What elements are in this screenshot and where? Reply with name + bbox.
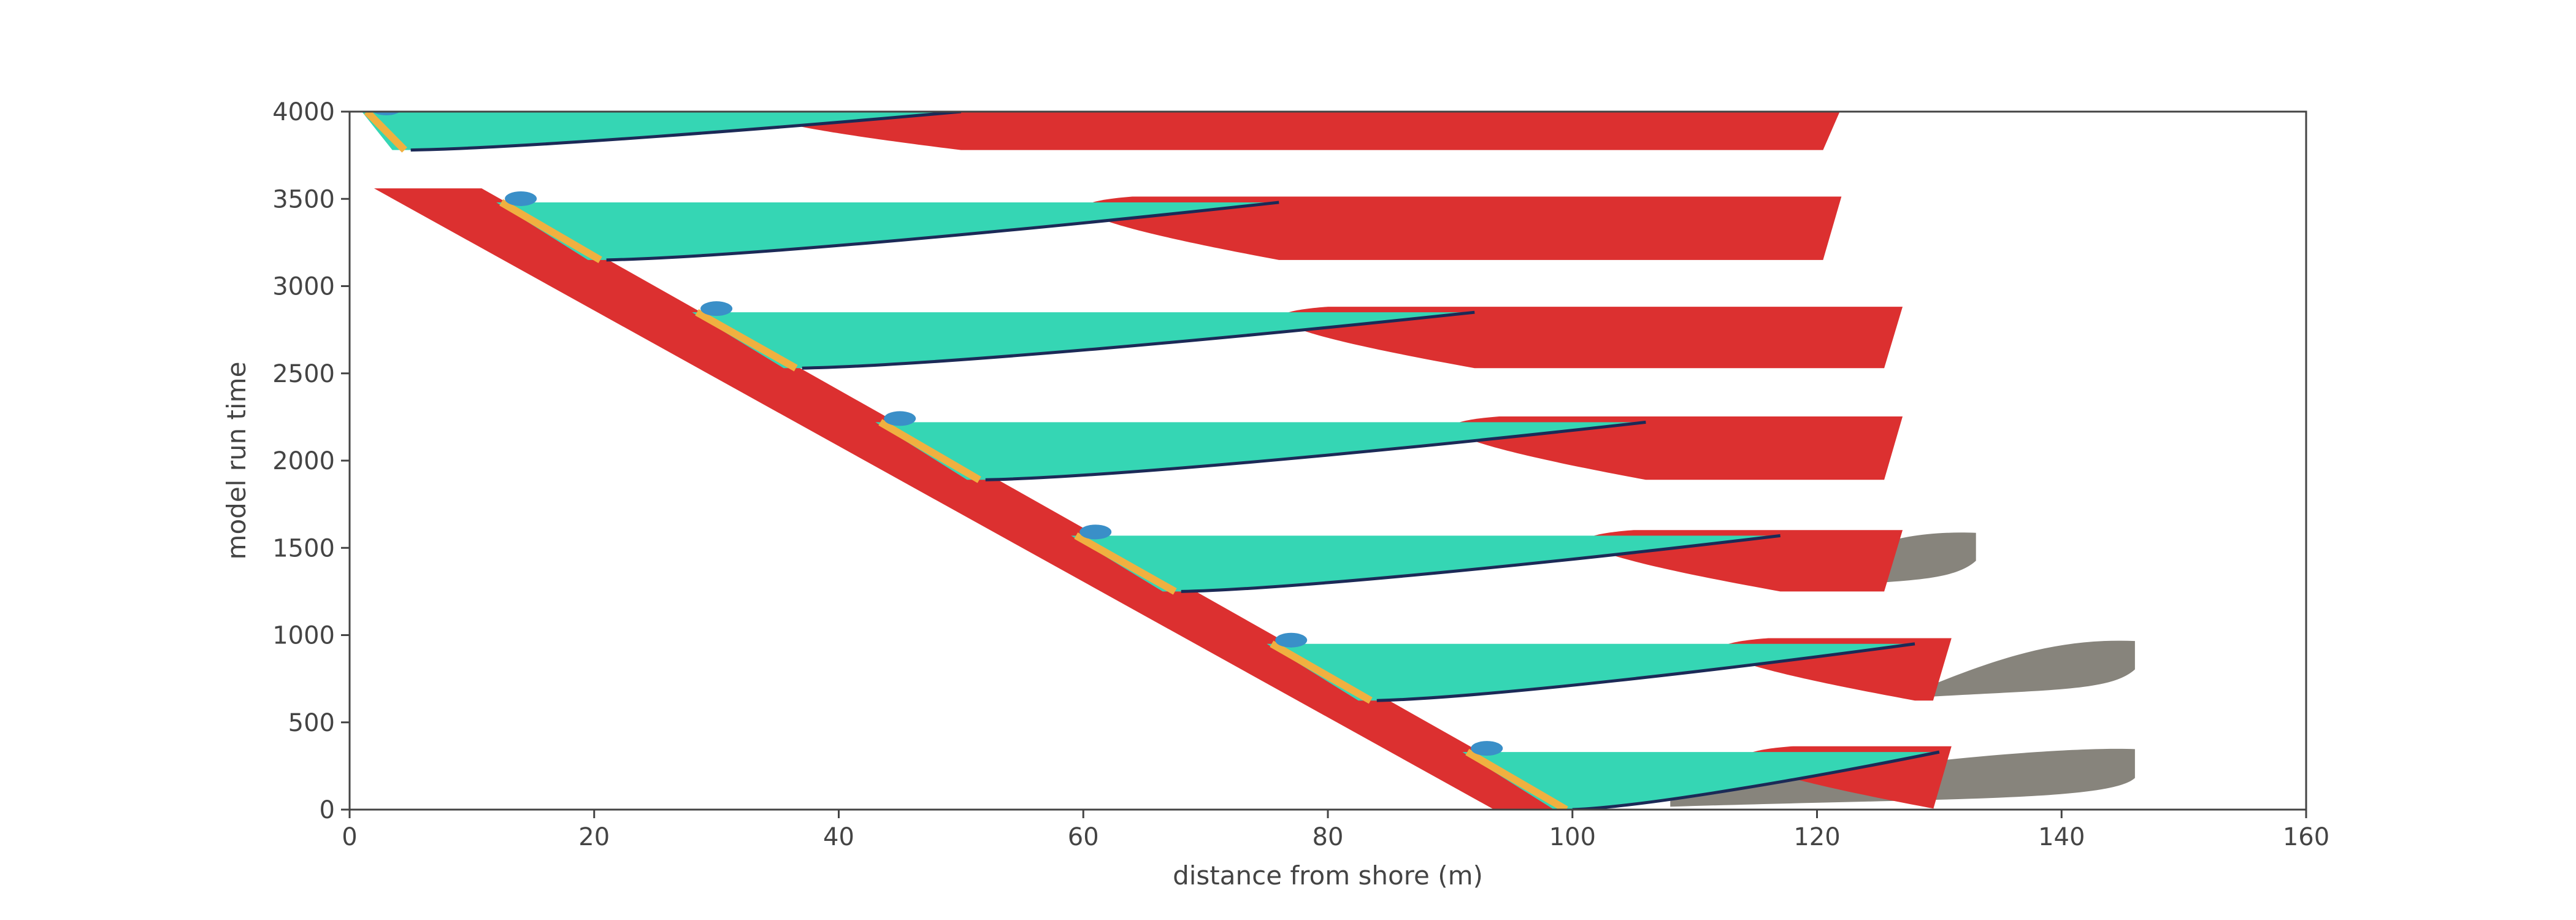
plot-layer: [361, 112, 2135, 810]
orange-strip-4: [695, 309, 798, 372]
x-axis-ticks: 0 20 40 60 80 100 120 140 160: [342, 810, 2329, 851]
orange-strip-1: [1270, 640, 1373, 704]
y-tick-label-3000: 3000: [272, 273, 335, 301]
diagonal-red-band: [374, 188, 1582, 810]
teal-wedge-2: [1071, 535, 1781, 592]
blue-cap-0: [1471, 741, 1503, 756]
blue-cap-2: [1079, 524, 1112, 540]
y-tick-label-4000: 4000: [272, 98, 335, 126]
x-tick-label-20: 20: [578, 823, 610, 851]
blue-cap-3: [884, 411, 916, 426]
x-tick-label-0: 0: [342, 823, 357, 851]
y-tick-label-1000: 1000: [272, 622, 335, 650]
navy-base-line-4: [802, 310, 1475, 370]
red-lobe-6: [767, 112, 1840, 150]
y-axis-ticks: 0 500 1000 1500 2000 2500 3000 3500 4000: [272, 98, 350, 824]
navy-base-line-0: [1572, 750, 1940, 810]
blue-cap-5: [505, 191, 537, 206]
navy-base-line-3: [985, 420, 1646, 481]
x-tick-label-140: 140: [2038, 823, 2085, 851]
navy-base-line-1: [1376, 642, 1915, 702]
teal-wedge-0: [1462, 752, 1939, 810]
orange-strip-2: [1074, 532, 1177, 595]
teal-wedge-4: [692, 312, 1475, 369]
red-lobe-4: [1281, 307, 1903, 369]
grey-lobe-1: [1915, 640, 2135, 698]
x-tick-label-40: 40: [823, 823, 854, 851]
x-tick-label-60: 60: [1068, 823, 1099, 851]
y-tick-label-500: 500: [288, 709, 335, 737]
blue-cap-1: [1275, 632, 1308, 648]
y-tick-label-3500: 3500: [272, 185, 335, 213]
y-tick-label-2500: 2500: [272, 360, 335, 388]
navy-base-line-2: [1181, 534, 1781, 593]
red-lobe-5: [1085, 196, 1842, 260]
teal-wedge-1: [1267, 643, 1915, 701]
orange-strip-5: [499, 199, 602, 264]
navy-base-line-6: [410, 112, 962, 152]
x-tick-label-120: 120: [1793, 823, 1840, 851]
blue-cap-4: [700, 301, 733, 316]
x-tick-label-160: 160: [2283, 823, 2329, 851]
navy-base-line-5: [606, 201, 1279, 262]
y-tick-label-0: 0: [320, 796, 335, 824]
orange-strip-3: [878, 419, 981, 483]
teal-wedge-5: [496, 202, 1279, 260]
y-tick-label-2000: 2000: [272, 447, 335, 475]
x-tick-label-100: 100: [1549, 823, 1596, 851]
orange-strip-0: [1465, 748, 1568, 810]
teal-wedge-3: [875, 422, 1646, 480]
x-axis-title: distance from shore (m): [1173, 861, 1483, 891]
blue-cap-6: [372, 112, 401, 115]
y-axis-title: model run time: [221, 362, 251, 560]
teal-wedge-6: [361, 112, 961, 150]
x-tick-label-80: 80: [1313, 823, 1344, 851]
orange-strip-6: [364, 112, 407, 153]
plot-marks: [361, 112, 2135, 810]
y-tick-label-1500: 1500: [272, 534, 335, 562]
